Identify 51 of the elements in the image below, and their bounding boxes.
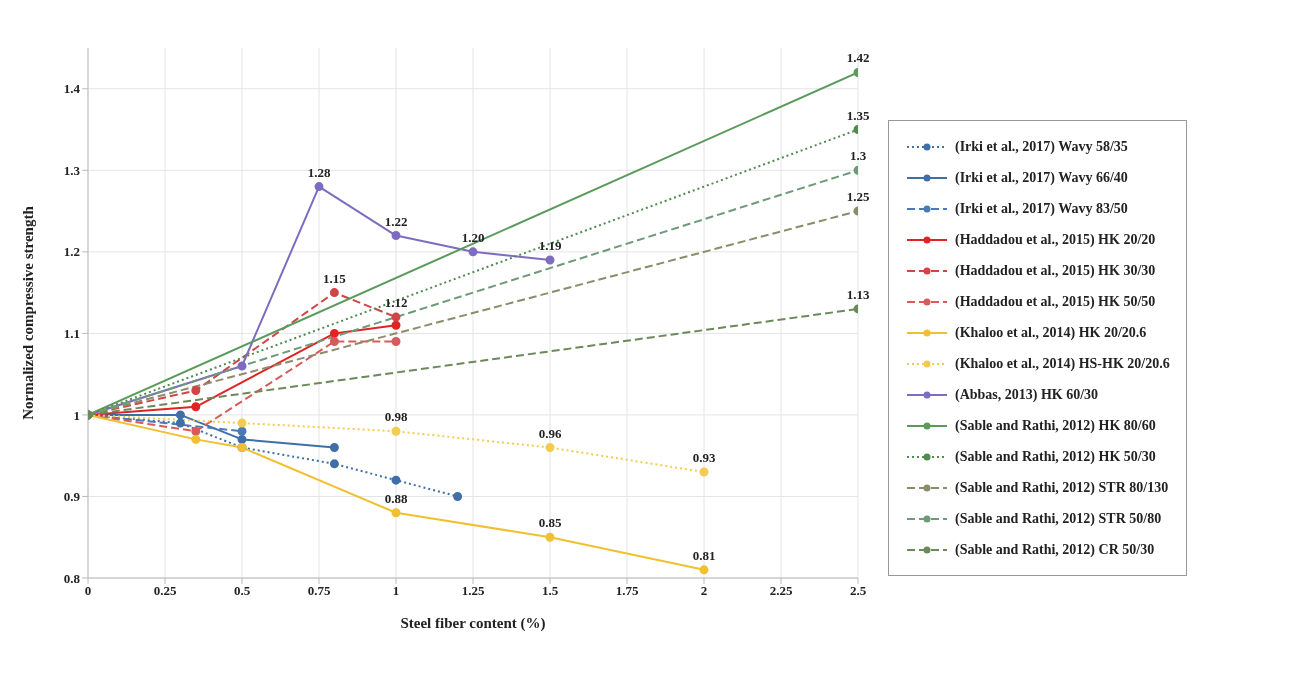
legend-label: (Sable and Rathi, 2012) HK 80/60	[955, 417, 1156, 434]
legend-label: (Sable and Rathi, 2012) CR 50/30	[955, 541, 1155, 558]
y-tick-label: 1.2	[63, 244, 80, 260]
x-tick-label: 2.5	[849, 583, 867, 599]
data-label: 1.25	[846, 189, 870, 205]
data-label: 0.96	[538, 425, 562, 441]
data-label: 0.81	[692, 547, 716, 563]
legend-label: (Haddadou et al., 2015) HK 20/20	[955, 231, 1156, 248]
x-tick-label: 0	[84, 583, 92, 599]
x-tick-label: 2.25	[769, 583, 793, 599]
x-tick-label: 1.25	[461, 583, 485, 599]
legend-label: (Sable and Rathi, 2012) STR 50/80	[955, 510, 1162, 527]
x-tick-label: 2	[700, 583, 708, 599]
legend-label: (Sable and Rathi, 2012) HK 50/30	[955, 448, 1156, 465]
legend-label: (Irki et al., 2017) Wavy 58/35	[955, 138, 1128, 155]
data-label: 1.20	[461, 229, 485, 245]
legend-label: (Sable and Rathi, 2012) STR 80/130	[955, 479, 1169, 496]
x-tick-label: 0.25	[153, 583, 177, 599]
legend-label: (Haddadou et al., 2015) HK 50/50	[955, 293, 1156, 310]
data-label: 1.15	[323, 270, 347, 286]
y-axis-title: Normalized compressive strength	[20, 205, 37, 420]
y-tick-label: 1.4	[63, 81, 81, 97]
legend-label: (Irki et al., 2017) Wavy 83/50	[955, 200, 1128, 217]
data-label: 1.3	[849, 148, 867, 164]
legend-label: (Khaloo et al., 2014) HK 20/20.6	[955, 324, 1147, 341]
legend-label: (Abbas, 2013) HK 60/30	[955, 386, 1099, 403]
y-tick-label: 1	[73, 407, 80, 423]
y-tick-label: 0.9	[63, 489, 81, 505]
y-tick-label: 1.1	[63, 326, 80, 341]
x-tick-label: 1.75	[615, 583, 639, 599]
x-tick-label: 1.5	[541, 583, 559, 599]
data-label: 1.42	[846, 50, 870, 66]
data-label: 1.19	[538, 238, 562, 253]
data-label: 0.98	[384, 409, 408, 425]
legend-label: (Haddadou et al., 2015) HK 30/30	[955, 262, 1156, 279]
x-axis-title: Steel fiber content (%)	[400, 615, 546, 632]
y-tick-label: 1.3	[63, 162, 81, 178]
x-tick-label: 0.75	[307, 583, 331, 599]
data-label: 1.12	[384, 295, 408, 311]
data-label: 1.28	[307, 164, 331, 180]
legend-label: (Irki et al., 2017) Wavy 66/40	[955, 169, 1128, 186]
y-tick-label: 0.8	[63, 570, 81, 586]
data-label: 0.88	[384, 490, 408, 506]
data-label: 1.35	[846, 107, 870, 123]
x-tick-label: 0.5	[233, 583, 251, 599]
data-label: 1.22	[384, 213, 408, 229]
x-tick-label: 1	[392, 583, 400, 599]
data-label: 1.13	[846, 286, 870, 302]
data-label: 0.93	[692, 450, 716, 465]
legend-label: (Khaloo et al., 2014) HS-HK 20/20.6	[955, 355, 1170, 372]
data-label: 0.85	[538, 515, 562, 531]
